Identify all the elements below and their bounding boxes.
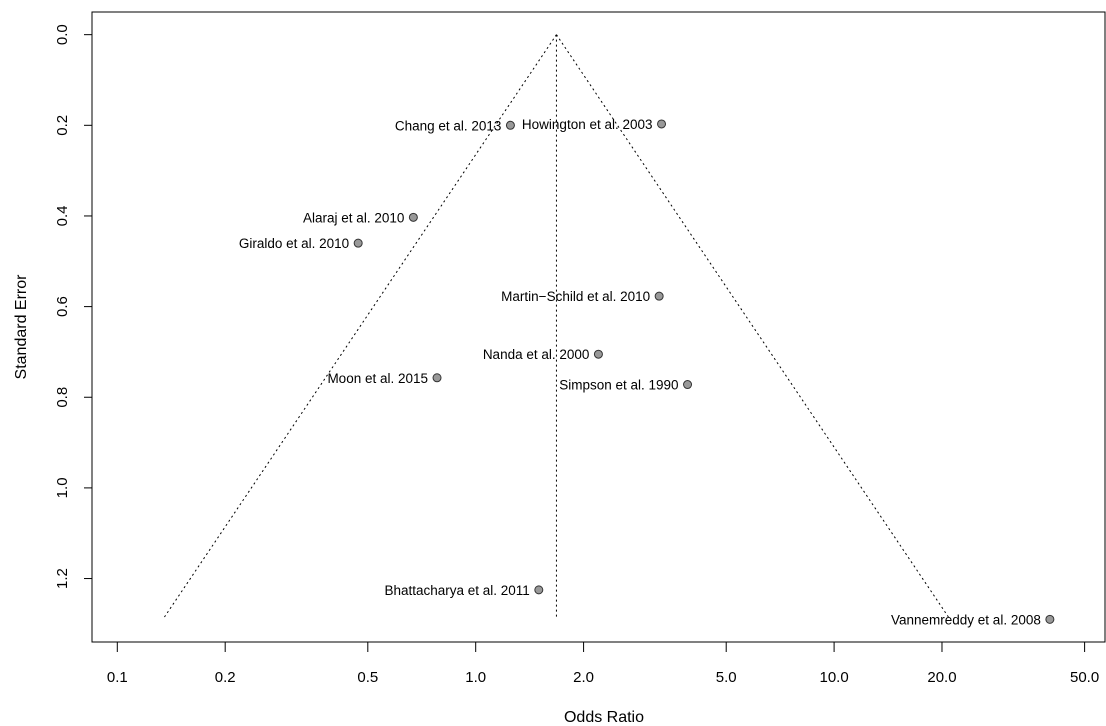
- study-label: Bhattacharya et al. 2011: [384, 583, 529, 598]
- y-tick-label: 0.8: [54, 387, 71, 408]
- x-axis-title: Odds Ratio: [564, 709, 644, 726]
- study-label: Moon et al. 2015: [327, 371, 428, 386]
- study-point: [657, 119, 667, 129]
- y-tick-label: 1.2: [54, 568, 71, 589]
- study-point: [432, 373, 442, 383]
- y-tick-label: 0.4: [54, 206, 71, 227]
- study-point: [505, 120, 515, 130]
- x-tick-label: 0.5: [357, 669, 378, 686]
- study-label: Martin−Schild et al. 2010: [501, 289, 650, 304]
- x-tick-label: 20.0: [927, 669, 956, 686]
- study-point: [683, 380, 693, 390]
- study-point: [408, 212, 418, 222]
- study-point: [593, 349, 603, 359]
- y-tick-label: 0.2: [54, 115, 71, 136]
- data-points: Chang et al. 2013 Howington et al. 2003 Al…: [239, 117, 1055, 627]
- x-tick-label: 5.0: [716, 669, 737, 686]
- x-axis: 0.1 0.2 0.5 1.0 2.0 5.0 10.0 20.0 50.0: [107, 641, 1099, 686]
- y-axis-title: Standard Error: [13, 274, 30, 380]
- study-label: Alaraj et al. 2010: [303, 210, 404, 225]
- x-tick-label: 50.0: [1070, 669, 1099, 686]
- y-axis: 0.0 0.2 0.4 0.6 0.8 1.0 1.2: [54, 24, 93, 589]
- x-tick-label: 0.2: [215, 669, 236, 686]
- study-label: Howington et al. 2003: [522, 117, 653, 132]
- study-point: [534, 585, 544, 595]
- x-tick-label: 2.0: [573, 669, 594, 686]
- study-point: [654, 291, 664, 301]
- plot-frame: [91, 11, 1106, 643]
- y-tick-label: 1.0: [54, 477, 71, 498]
- study-label: Nanda et al. 2000: [483, 347, 590, 362]
- x-tick-label: 10.0: [819, 669, 848, 686]
- x-tick-label: 0.1: [107, 669, 128, 686]
- study-label: Chang et al. 2013: [395, 118, 502, 133]
- study-point: [353, 238, 363, 248]
- x-tick-label: 1.0: [465, 669, 486, 686]
- study-label: Giraldo et al. 2010: [239, 236, 349, 251]
- study-label: Vannemreddy et al. 2008: [891, 612, 1041, 627]
- y-tick-label: 0.0: [54, 24, 71, 45]
- y-tick-label: 0.6: [54, 296, 71, 317]
- study-label: Simpson et al. 1990: [559, 378, 678, 393]
- study-point: [1045, 614, 1055, 624]
